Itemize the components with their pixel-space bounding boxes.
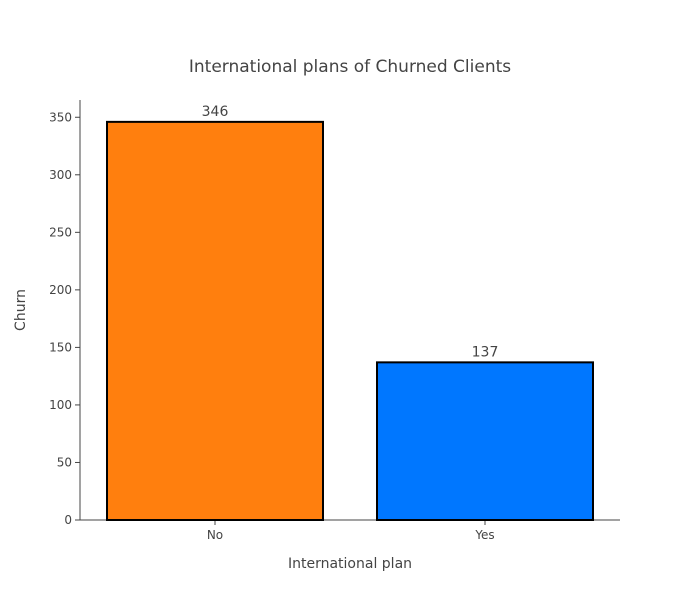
- bar-no: [106, 120, 324, 522]
- y-tick-label: 200: [49, 283, 72, 297]
- y-tick-label: 300: [49, 168, 72, 182]
- y-tick-label: 50: [57, 455, 72, 469]
- data-label-no: 346: [202, 104, 229, 120]
- data-label-yes: 137: [472, 344, 499, 360]
- x-axis-title: International plan: [288, 556, 412, 572]
- y-tick-label: 350: [49, 110, 72, 124]
- y-tick-label: 100: [49, 398, 72, 412]
- x-tick-label: Yes: [474, 528, 494, 542]
- bar-yes: [376, 361, 594, 521]
- y-axis: 0 50 100 150 200 250 300 350: [49, 100, 81, 527]
- chart-title: International plans of Churned Clients: [189, 57, 511, 77]
- bars: [106, 120, 594, 522]
- y-tick-label: 150: [49, 340, 72, 354]
- y-axis-title: Churn: [13, 289, 29, 331]
- x-tick-label: No: [207, 528, 223, 542]
- y-tick-label: 0: [64, 513, 72, 527]
- data-labels: 346 137: [202, 104, 499, 360]
- y-tick-label: 250: [49, 225, 72, 239]
- x-axis: No Yes: [80, 519, 620, 542]
